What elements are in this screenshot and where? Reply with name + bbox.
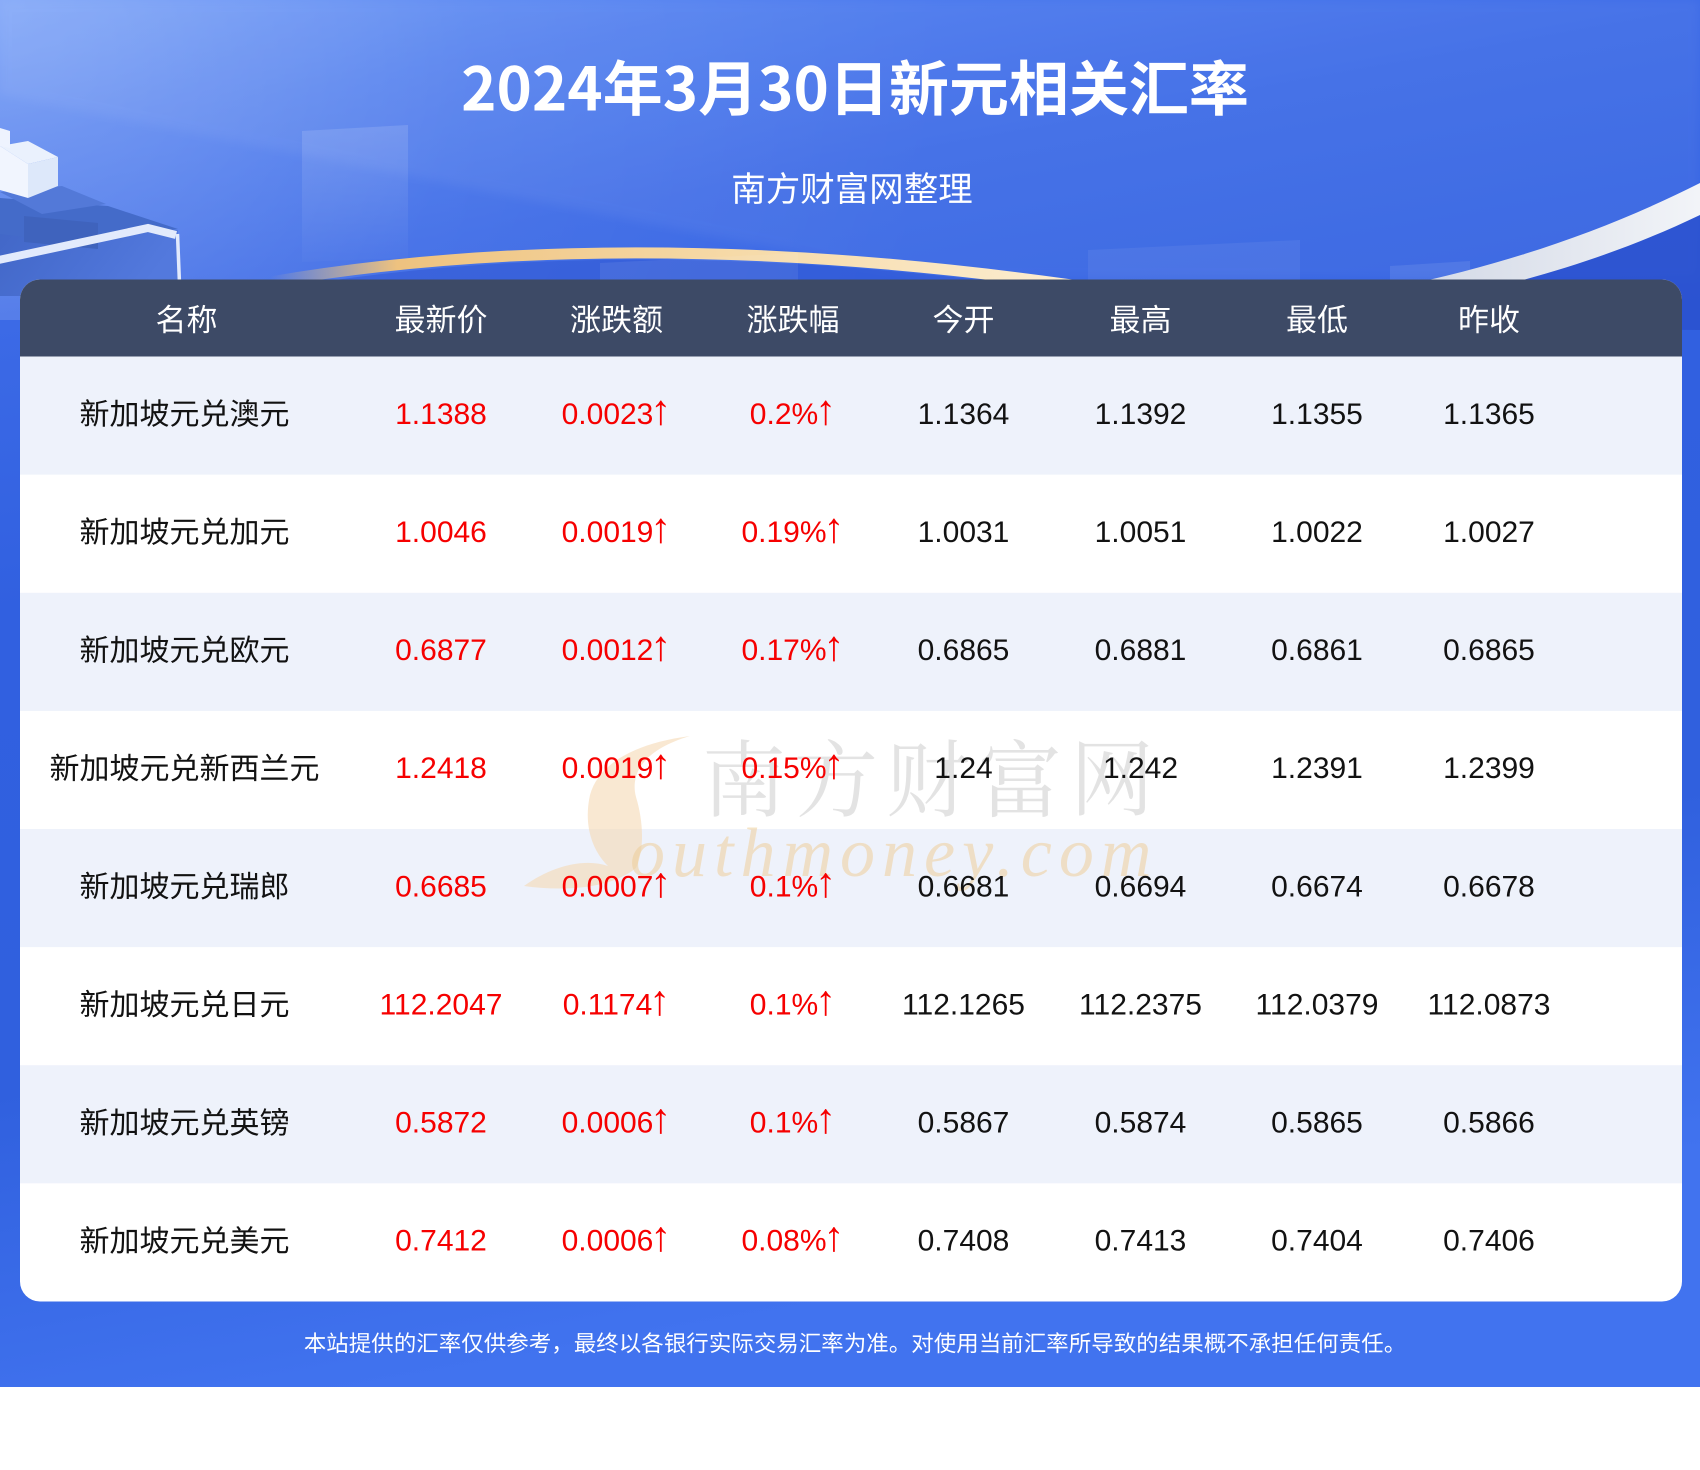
svg-text:1.242: 1.242 [1103, 752, 1178, 785]
svg-text:0.5874: 0.5874 [1095, 1107, 1187, 1140]
svg-text:0.6674: 0.6674 [1271, 870, 1363, 903]
svg-text:1.24: 1.24 [934, 752, 992, 785]
svg-text:0.6685: 0.6685 [395, 870, 487, 903]
svg-text:1.1365: 1.1365 [1443, 398, 1535, 431]
svg-text:0.6877: 0.6877 [395, 634, 487, 667]
svg-text:0.6865: 0.6865 [918, 634, 1010, 667]
svg-text:0.7408: 0.7408 [918, 1225, 1010, 1258]
svg-text:0.6678: 0.6678 [1443, 870, 1535, 903]
svg-text:0.6681: 0.6681 [918, 870, 1010, 903]
svg-text:112.1265: 112.1265 [902, 988, 1025, 1021]
svg-text:outhmoney.com: outhmoney.com [630, 815, 1158, 892]
svg-text:0.6694: 0.6694 [1095, 870, 1187, 903]
svg-text:0.7412: 0.7412 [395, 1225, 487, 1258]
svg-text:0.7413: 0.7413 [1095, 1225, 1187, 1258]
svg-text:1.0027: 1.0027 [1443, 516, 1535, 549]
svg-text:112.0873: 112.0873 [1428, 988, 1551, 1021]
svg-text:1.0046: 1.0046 [395, 516, 487, 549]
svg-text:0.7404: 0.7404 [1271, 1225, 1363, 1258]
svg-text:1.1388: 1.1388 [395, 398, 487, 431]
svg-text:1.1364: 1.1364 [918, 398, 1010, 431]
svg-text:0.5866: 0.5866 [1443, 1107, 1535, 1140]
svg-text:112.2375: 112.2375 [1079, 988, 1202, 1021]
svg-text:0.5867: 0.5867 [918, 1107, 1010, 1140]
svg-text:0.5865: 0.5865 [1271, 1107, 1363, 1140]
svg-text:1.0051: 1.0051 [1095, 516, 1187, 549]
svg-text:1.0031: 1.0031 [918, 516, 1010, 549]
svg-text:1.2418: 1.2418 [395, 752, 487, 785]
svg-text:1.1392: 1.1392 [1095, 398, 1187, 431]
svg-text:0.6865: 0.6865 [1443, 634, 1535, 667]
svg-text:112.0379: 112.0379 [1256, 988, 1379, 1021]
svg-text:0.6861: 0.6861 [1271, 634, 1363, 667]
svg-text:112.2047: 112.2047 [380, 988, 503, 1021]
svg-text:0.5872: 0.5872 [395, 1107, 487, 1140]
svg-text:1.0022: 1.0022 [1271, 516, 1363, 549]
svg-text:0.7406: 0.7406 [1443, 1225, 1535, 1258]
svg-text:0.6881: 0.6881 [1095, 634, 1187, 667]
svg-text:1.2399: 1.2399 [1443, 752, 1535, 785]
svg-text:1.2391: 1.2391 [1271, 752, 1363, 785]
svg-text:1.1355: 1.1355 [1271, 398, 1363, 431]
